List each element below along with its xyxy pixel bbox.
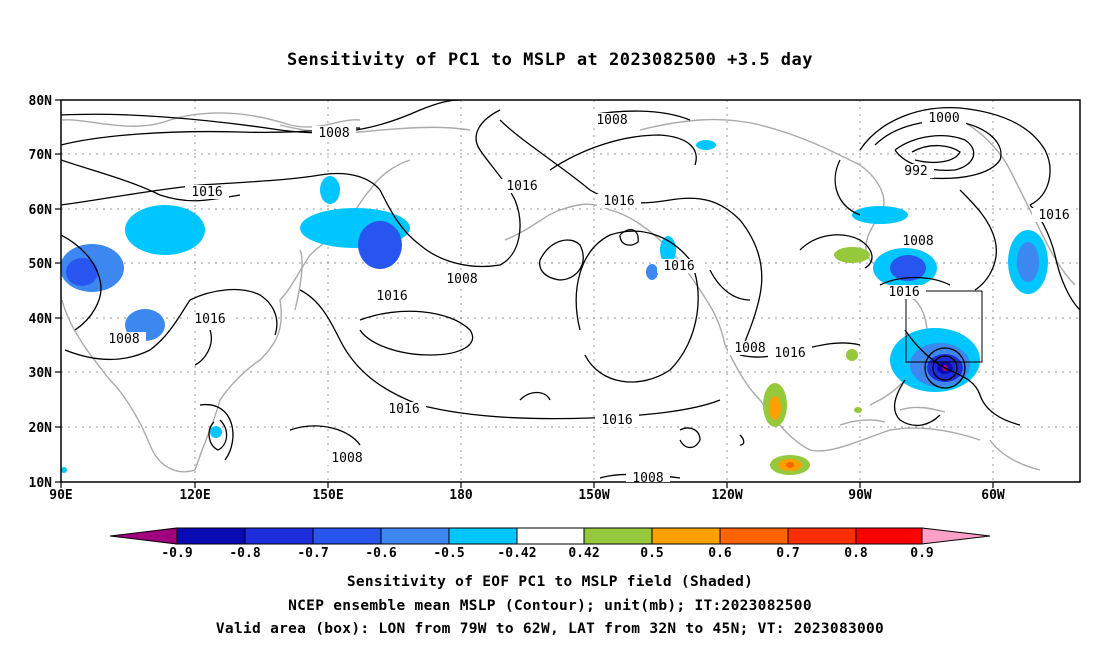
lon-label: 90W: [848, 488, 872, 503]
valid-area-box: [905, 290, 983, 363]
lat-label: 40N: [29, 312, 53, 327]
colorbar-label: 0.6: [708, 546, 732, 561]
sensitivity-shading: [61, 140, 1048, 475]
lon-label: 120W: [711, 488, 742, 503]
grid-lines: [61, 100, 1080, 482]
mslp-contours: [61, 100, 1080, 479]
lon-label: 60W: [981, 488, 1005, 503]
contour-labels: 1008 1016 1008 1016 1016 1008 1016 1008 …: [102, 111, 1076, 486]
lon-label: 120E: [179, 488, 210, 503]
lon-label: 90E: [49, 488, 72, 503]
lat-label: 50N: [29, 257, 53, 272]
colorbar-label: 0.8: [844, 546, 868, 561]
colorbar-label: -0.9: [161, 546, 192, 561]
contour-label: 1016: [601, 413, 632, 428]
lat-label: 60N: [29, 203, 53, 218]
colorbar-label: -0.6: [365, 546, 396, 561]
lat-label: 10N: [29, 476, 53, 491]
colorbar: [109, 527, 991, 545]
contour-label: 1016: [388, 402, 419, 417]
caption-line-2: NCEP ensemble mean MSLP (Contour); unit(…: [288, 598, 812, 614]
contour-label: 1016: [506, 179, 537, 194]
contour-label: 1008: [734, 341, 765, 356]
contour-label: 1008: [318, 126, 349, 141]
contour-label: 1016: [888, 285, 919, 300]
contour-label: 1008: [902, 234, 933, 249]
coastlines: [61, 112, 1076, 473]
contour-label: 1016: [376, 289, 407, 304]
contour-label: 1016: [603, 194, 634, 209]
lat-label: 70N: [29, 148, 53, 163]
colorbar-label: 0.9: [910, 546, 933, 561]
contour-label: 1016: [194, 312, 225, 327]
contour-label: 1016: [1038, 208, 1069, 223]
colorbar-label: -0.8: [229, 546, 260, 561]
lon-label: 150E: [312, 488, 343, 503]
contour-label: 1000: [928, 111, 959, 126]
caption-line-1: Sensitivity of EOF PC1 to MSLP field (Sh…: [346, 574, 754, 590]
contour-label: 1008: [331, 451, 362, 466]
map-title: Sensitivity of PC1 to MSLP at 2023082500…: [286, 50, 813, 70]
contour-label: 1016: [774, 346, 805, 361]
lon-label: 150W: [578, 488, 609, 503]
lat-label: 80N: [29, 94, 53, 109]
contour-label: 1008: [446, 272, 477, 287]
contour-label: 1008: [596, 113, 627, 128]
contour-label: 1016: [663, 259, 694, 274]
lat-label: 30N: [29, 366, 53, 381]
caption-line-3: Valid area (box): LON from 79W to 62W, L…: [215, 621, 885, 637]
contour-label: 1008: [108, 332, 139, 347]
lon-label: 180: [449, 488, 473, 503]
colorbar-label: -0.42: [497, 546, 536, 561]
colorbar-label: -0.5: [433, 546, 464, 561]
contour-label: 1016: [191, 185, 222, 200]
colorbar-label: -0.7: [297, 546, 328, 561]
colorbar-label: 0.42: [568, 546, 599, 561]
colorbar-label: 0.7: [776, 546, 799, 561]
lat-label: 20N: [29, 421, 53, 436]
contour-label: 1008: [632, 471, 663, 486]
colorbar-label: 0.5: [640, 546, 663, 561]
contour-label: 992: [904, 164, 927, 179]
